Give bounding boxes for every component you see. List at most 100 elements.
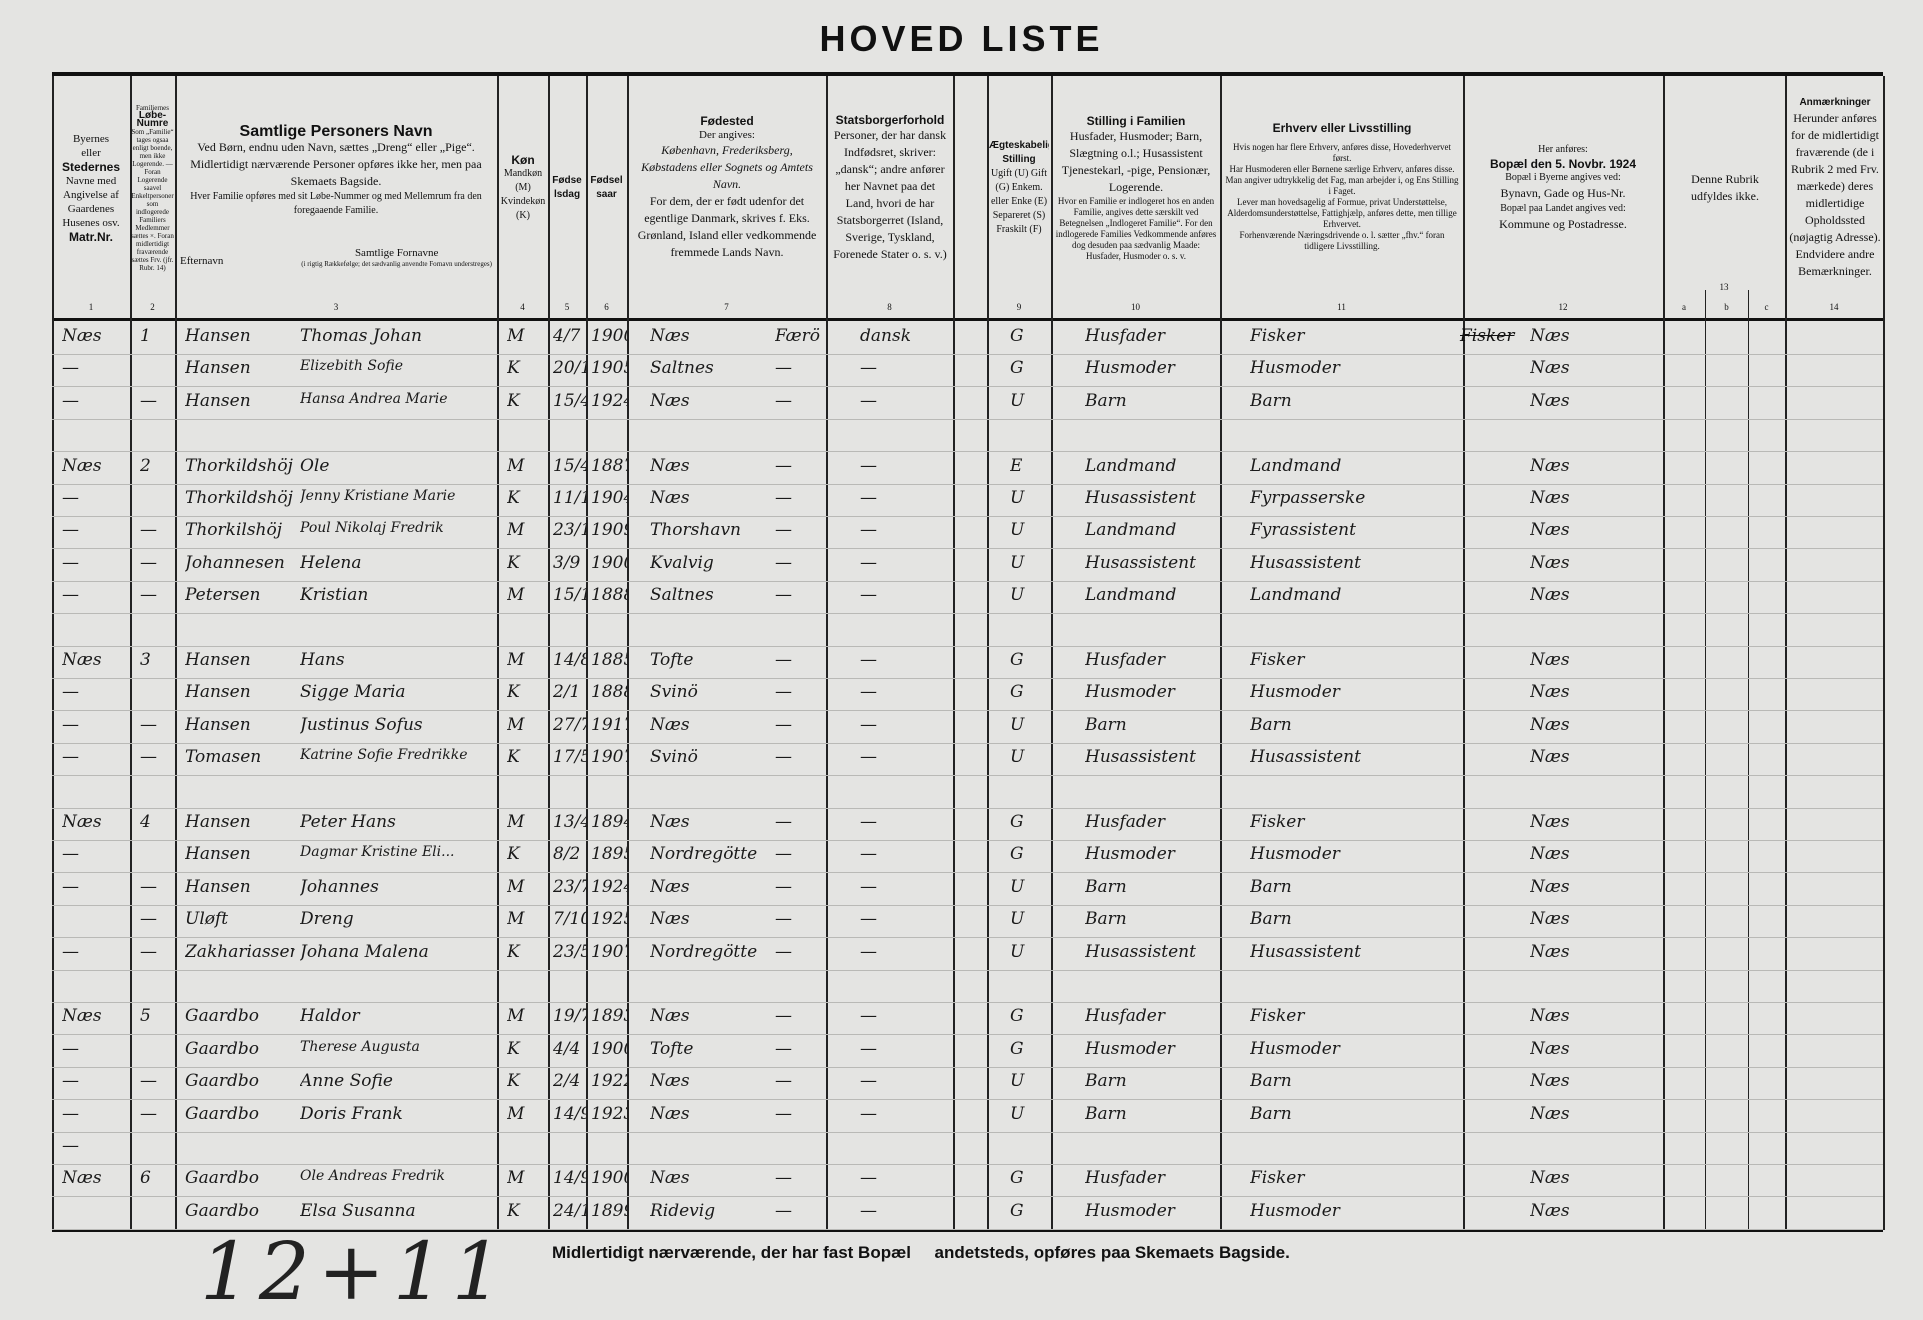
cell-forenames: Dreng bbox=[300, 909, 354, 930]
cell-position: Husassistent bbox=[1085, 941, 1196, 962]
h-text: Matr.Nr. bbox=[68, 229, 113, 244]
cell-residence: Næs bbox=[1530, 1168, 1570, 1189]
cell-surname: Hansen bbox=[185, 358, 251, 379]
cell-marital: U bbox=[1010, 552, 1025, 573]
cell-place: — bbox=[62, 941, 79, 962]
cell-marital: U bbox=[1010, 714, 1025, 735]
cell-surname: Petersen bbox=[185, 585, 261, 606]
h-text: Bynavn, Gade og Hus-Nr. bbox=[1500, 185, 1626, 200]
cell-year: 1923 bbox=[591, 1103, 627, 1124]
cell-year: 1924 bbox=[591, 876, 627, 897]
cell-forenames: Elsa Susanna bbox=[300, 1200, 416, 1221]
column-divider bbox=[52, 76, 54, 1230]
table-row: — — Hansen Johannes M 23/71924 Næs — — U Barn Barn N… bbox=[52, 873, 1883, 906]
cell-forenames: Haldor bbox=[300, 1006, 360, 1027]
cell-birthplace: Saltnes bbox=[650, 585, 714, 606]
cell-position: Husfader bbox=[1085, 1006, 1165, 1027]
table-row: — — Thorkilshöj Poul Nikolaj Fredrik M 23/101… bbox=[52, 516, 1883, 550]
cell-day: 17/5 bbox=[553, 747, 587, 768]
cell-place: — bbox=[62, 682, 79, 703]
cell-surname: Hansen bbox=[185, 326, 251, 346]
blank-row: — bbox=[52, 1132, 1883, 1165]
h-text: Stedernes bbox=[61, 159, 121, 174]
cell-occupation: Fyrpasserske bbox=[1250, 488, 1366, 508]
h-text: Man angiver udtrykkelig det Fag, man arb… bbox=[1225, 175, 1459, 196]
cell-fam: — bbox=[140, 909, 157, 930]
h-text: Mandkøn (M) bbox=[503, 167, 543, 193]
cell-citizen: — bbox=[860, 876, 877, 897]
cell-residence: Næs bbox=[1530, 876, 1570, 897]
cell-county: — bbox=[775, 1038, 792, 1059]
cell-occupation: Fisker bbox=[1250, 650, 1305, 670]
col13-a: a bbox=[1682, 302, 1686, 312]
cell-residence: Næs bbox=[1530, 585, 1570, 606]
cell-surname: Gaardbo bbox=[185, 1006, 259, 1027]
cell-birthplace: Næs bbox=[650, 1071, 690, 1092]
cell-forenames: Helena bbox=[300, 552, 362, 573]
cell-year: 1900 bbox=[591, 1038, 627, 1059]
cell-place: — bbox=[62, 1103, 79, 1124]
cell-sex: M bbox=[507, 812, 525, 832]
h-title: Samtlige Personers Navn bbox=[239, 123, 433, 140]
cell-fam: 4 bbox=[140, 812, 151, 832]
h-title: Bopæl den 5. Novbr. 1924 bbox=[1489, 156, 1637, 171]
cell-surname: Hansen bbox=[185, 714, 251, 735]
cell-forenames: Poul Nikolaj Fredrik bbox=[300, 520, 444, 537]
cell-position: Landmand bbox=[1085, 455, 1177, 476]
cell-birthplace: Næs bbox=[650, 1006, 690, 1027]
header-col-9: Ægteskabelig Stilling Ugift (U) Gift (G) … bbox=[989, 80, 1049, 295]
cell-year: 1907 bbox=[591, 941, 627, 962]
cell-citizen: — bbox=[860, 844, 877, 865]
header-col-12: Her anføres: Bopæl den 5. Novbr. 1924 Bopæ… bbox=[1467, 80, 1659, 295]
cell-county: — bbox=[775, 1006, 792, 1027]
cell-day: 13/4 bbox=[553, 812, 587, 832]
cell-surname: Gaardbo bbox=[185, 1038, 259, 1059]
cell-surname: Hansen bbox=[185, 650, 251, 670]
h-text: Hver Familie opføres med sit Løbe-Nummer… bbox=[190, 191, 482, 216]
cell-forenames: Anne Sofie bbox=[300, 1071, 393, 1092]
cell-county: — bbox=[775, 488, 792, 508]
cell-forenames: Kristian bbox=[300, 585, 369, 606]
cell-place: Næs bbox=[62, 455, 102, 476]
cell-citizen: — bbox=[860, 358, 877, 379]
h-text: Husenes osv. bbox=[62, 216, 120, 229]
blank-row bbox=[52, 419, 1883, 453]
table-row: — — Gaardbo Anne Sofie K 2/4 1922 Næs — — U Barn Bar… bbox=[52, 1067, 1883, 1101]
column-divider bbox=[548, 76, 550, 1230]
cell-residence: Næs bbox=[1530, 326, 1570, 346]
cell-surname: Gaardbo bbox=[185, 1200, 259, 1221]
cell-citizen: — bbox=[860, 941, 877, 962]
cell-forenames: Elizebith Sofie bbox=[300, 358, 404, 375]
cell-day: 23/5 bbox=[553, 941, 587, 962]
cell-year: 1905 bbox=[591, 358, 627, 379]
cell-county: — bbox=[775, 585, 792, 606]
cell-place: Næs bbox=[62, 326, 102, 346]
cell-forenames: Katrine Sofie Fredrikke bbox=[300, 747, 468, 764]
cell-sex: K bbox=[507, 941, 520, 962]
cell-day: 8/2 bbox=[553, 844, 581, 865]
cell-occupation: Fyrassistent bbox=[1250, 520, 1356, 541]
cell-fam: 1 bbox=[140, 326, 151, 346]
cell-surname: Zakhariassen bbox=[185, 941, 295, 962]
cell-sex: K bbox=[507, 844, 520, 865]
column-divider bbox=[1220, 76, 1222, 1230]
cell-birthplace: Nordregötte bbox=[650, 844, 758, 865]
cell-day: 24/11 bbox=[553, 1200, 587, 1221]
cell-place: — bbox=[62, 1038, 79, 1059]
blank-row bbox=[52, 970, 1883, 1003]
cell-residence-struck: Fisker bbox=[1460, 326, 1515, 346]
cell-residence: Næs bbox=[1530, 812, 1570, 832]
cell-position: Husmoder bbox=[1085, 1038, 1175, 1059]
cell-position: Husfader bbox=[1085, 1168, 1165, 1189]
cell-forenames: Johannes bbox=[300, 876, 379, 897]
table-row: — — Petersen Kristian M 15/121888 Saltnes — — U La… bbox=[52, 581, 1883, 615]
cell-residence: Næs bbox=[1530, 358, 1570, 379]
table-row: — — Hansen Justinus Sofus M 27/71917 Næs — — U Bar… bbox=[52, 711, 1883, 744]
h-title: Statsborgerforhold bbox=[835, 112, 945, 127]
cell-day: 14/9 bbox=[553, 1103, 587, 1124]
cell-year: 1904 bbox=[591, 488, 627, 508]
cell-year: 1885 bbox=[591, 650, 627, 670]
cell-place: — bbox=[62, 520, 79, 541]
h-title: Køn bbox=[511, 152, 535, 167]
column-number: 1 bbox=[88, 302, 94, 312]
